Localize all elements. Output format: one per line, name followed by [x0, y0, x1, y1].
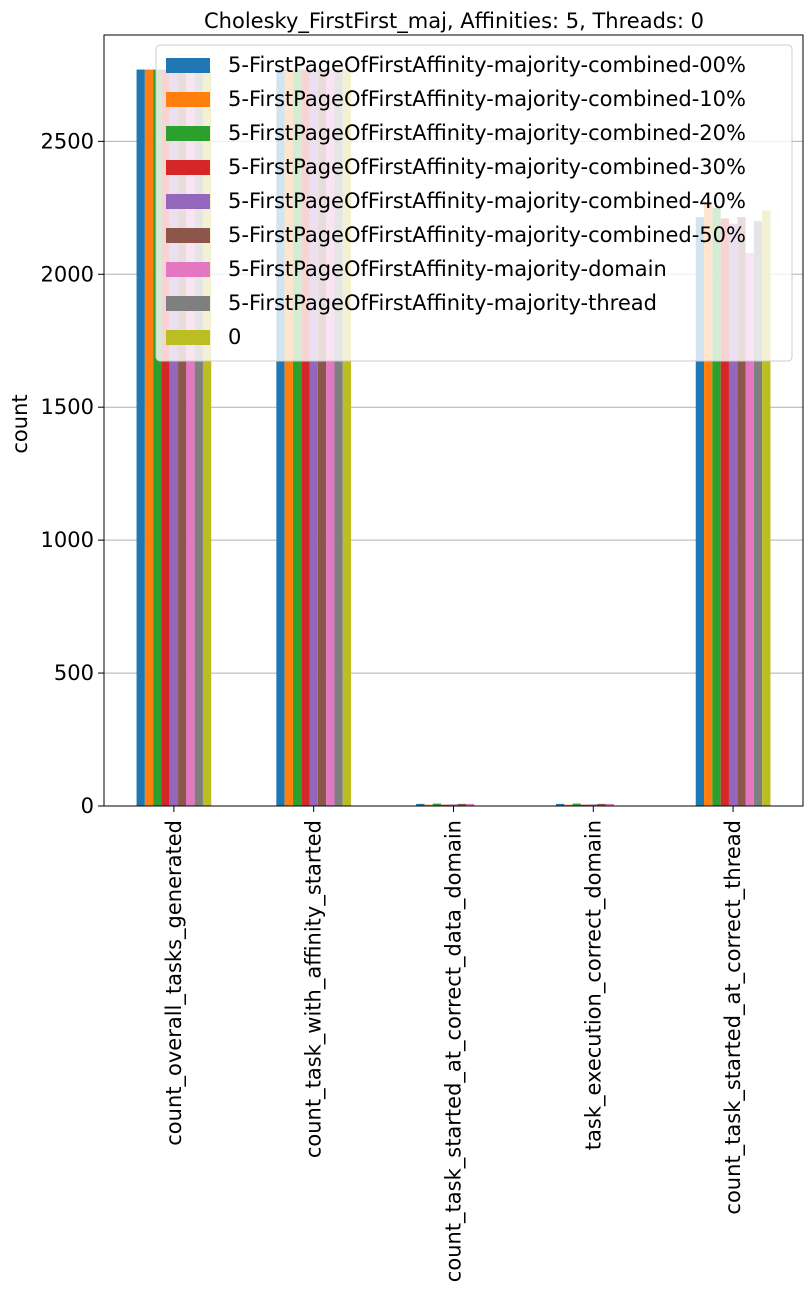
bar — [597, 803, 606, 806]
bar — [753, 221, 763, 806]
bar — [326, 69, 335, 806]
x-tick-label: count_task_with_affinity_started — [302, 820, 327, 1158]
legend-label: 5-FirstPageOfFirstAffinity-majority-comb… — [228, 87, 746, 111]
legend-swatch — [166, 92, 210, 107]
y-tick-label: 500 — [54, 661, 94, 685]
legend-label: 5-FirstPageOfFirstAffinity-majority-thre… — [228, 291, 657, 315]
bar — [317, 69, 327, 806]
bar — [704, 202, 713, 806]
legend-label: 5-FirstPageOfFirstAffinity-majority-comb… — [228, 189, 746, 213]
legend-swatch — [166, 296, 210, 311]
bar — [144, 69, 154, 806]
bar — [564, 804, 573, 806]
y-tick-label: 2500 — [41, 129, 94, 153]
bar — [605, 803, 615, 806]
x-tick-label: count_overall_tasks_generated — [162, 820, 187, 1146]
legend-label: 5-FirstPageOfFirstAffinity-majority-comb… — [228, 53, 746, 77]
y-tick-label: 1500 — [41, 395, 94, 419]
bar — [136, 69, 145, 806]
legend-box — [155, 44, 793, 362]
bar — [580, 804, 590, 806]
legend-swatch — [166, 194, 210, 209]
bar — [301, 69, 310, 806]
x-axis-ticks: count_overall_tasks_generated count_task_… — [162, 806, 746, 1282]
bar — [284, 69, 293, 806]
y-tick-label: 2000 — [41, 262, 94, 286]
bars — [136, 69, 771, 806]
bar — [309, 69, 318, 806]
legend-swatch — [166, 58, 210, 73]
bar — [334, 69, 343, 806]
x-tick-label: task_execution_correct_domain — [581, 820, 606, 1150]
legend-swatch — [166, 262, 210, 277]
legend-swatch — [166, 126, 210, 141]
x-tick-label: count_task_started_at_correct_data_domai… — [442, 820, 467, 1282]
bar — [762, 210, 771, 806]
bar — [465, 803, 475, 806]
bar — [589, 804, 598, 806]
bar — [178, 69, 187, 806]
bar — [695, 217, 705, 806]
bar — [572, 803, 581, 806]
bar — [712, 207, 721, 806]
bar — [555, 803, 565, 806]
bar — [424, 804, 433, 806]
bar — [728, 223, 738, 806]
bar — [202, 69, 212, 806]
y-axis-label: count — [8, 394, 32, 453]
bar — [449, 804, 458, 806]
legend: 5-FirstPageOfFirstAffinity-majority-comb… — [155, 44, 793, 362]
chart-title: Cholesky_FirstFirst_maj, Affinities: 5, … — [204, 9, 704, 34]
bar — [342, 69, 352, 806]
y-axis-ticks: 0 500 1000 1500 2000 2500 — [41, 129, 104, 818]
bar — [416, 803, 425, 806]
legend-swatch — [166, 228, 210, 243]
y-tick-label: 0 — [81, 794, 94, 818]
bar — [737, 217, 746, 806]
bar — [720, 218, 729, 806]
legend-label: 0 — [228, 325, 241, 349]
bar — [441, 804, 450, 806]
bar — [276, 69, 285, 806]
legend-label: 5-FirstPageOfFirstAffinity-majority-comb… — [228, 121, 746, 145]
legend-swatch — [166, 160, 210, 175]
legend-swatch — [166, 330, 210, 345]
bar — [457, 803, 466, 806]
bar — [432, 803, 442, 806]
bar — [169, 69, 179, 806]
bar — [292, 69, 302, 806]
bar — [161, 69, 170, 806]
bar — [194, 69, 203, 806]
legend-label: 5-FirstPageOfFirstAffinity-majority-comb… — [228, 223, 746, 247]
y-tick-label: 1000 — [41, 528, 94, 552]
bar — [745, 253, 754, 806]
bar — [186, 69, 195, 806]
legend-label: 5-FirstPageOfFirstAffinity-majority-comb… — [228, 155, 746, 179]
x-tick-label: count_task_started_at_correct_thread — [721, 820, 746, 1215]
bar — [153, 69, 162, 806]
legend-label: 5-FirstPageOfFirstAffinity-majority-doma… — [228, 257, 667, 281]
